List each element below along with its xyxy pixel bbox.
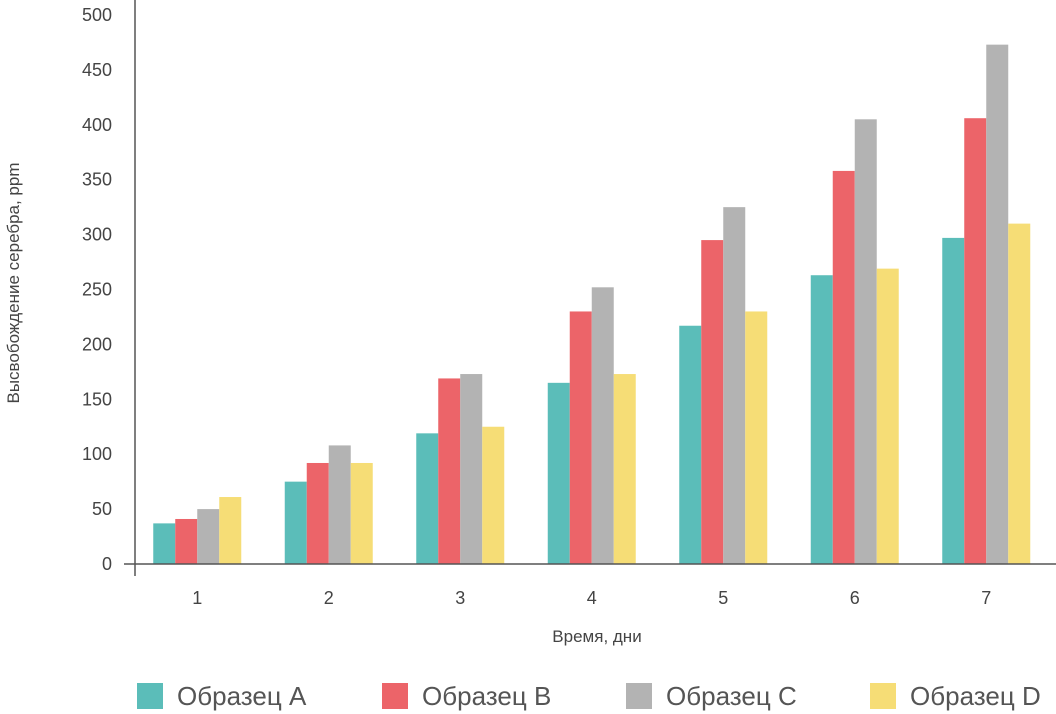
bar xyxy=(284,481,307,564)
bar xyxy=(854,119,877,564)
bar xyxy=(1008,223,1031,564)
legend-item: Образец D xyxy=(870,681,1041,711)
bar xyxy=(986,44,1009,565)
y-tick-label: 500 xyxy=(82,5,112,25)
x-tick-label: 7 xyxy=(981,588,991,608)
bar xyxy=(942,237,965,565)
bar-groups xyxy=(153,44,1031,565)
bar xyxy=(219,497,242,564)
bar xyxy=(175,518,198,564)
x-axis-title: Время, дни xyxy=(552,627,641,646)
y-tick-label: 450 xyxy=(82,60,112,80)
legend-label: Образец D xyxy=(910,681,1041,711)
y-axis-ticks: 0 50 100 150 200 250 300 350 400 450 500 xyxy=(82,5,112,574)
legend-swatch xyxy=(382,683,408,709)
y-tick-label: 0 xyxy=(102,554,112,574)
legend-item: Образец B xyxy=(382,681,551,711)
bar xyxy=(810,275,833,564)
x-axis-ticks: 1 2 3 4 5 6 7 xyxy=(192,588,991,608)
bar xyxy=(482,426,505,564)
bar xyxy=(613,374,636,564)
y-tick-label: 250 xyxy=(82,280,112,300)
x-tick-label: 4 xyxy=(587,588,597,608)
legend-item: Образец C xyxy=(626,681,797,711)
bar xyxy=(547,382,570,564)
bar xyxy=(745,311,768,564)
legend-label: Образец C xyxy=(666,681,797,711)
x-tick-label: 2 xyxy=(324,588,334,608)
y-tick-label: 100 xyxy=(82,444,112,464)
y-tick-label: 50 xyxy=(92,499,112,519)
bar xyxy=(723,207,746,564)
bar xyxy=(832,170,855,564)
y-axis-title: Высвобождение серебра, ppm xyxy=(4,163,23,404)
y-tick-label: 200 xyxy=(82,334,112,354)
legend-label: Образец B xyxy=(422,681,551,711)
legend-swatch xyxy=(870,683,896,709)
legend-swatch xyxy=(137,683,163,709)
bar xyxy=(701,240,724,564)
legend-label: Образец A xyxy=(177,681,307,711)
x-tick-label: 1 xyxy=(192,588,202,608)
legend-item: Образец A xyxy=(137,681,307,711)
bar xyxy=(964,118,987,564)
x-tick-label: 5 xyxy=(718,588,728,608)
bar xyxy=(306,462,329,564)
y-tick-label: 150 xyxy=(82,389,112,409)
bar xyxy=(328,445,351,564)
y-tick-label: 350 xyxy=(82,170,112,190)
x-tick-label: 3 xyxy=(455,588,465,608)
legend: Образец A Образец B Образец C Образец D xyxy=(137,681,1041,711)
bar xyxy=(569,311,592,564)
bar xyxy=(460,374,483,564)
bar xyxy=(876,268,899,564)
bar xyxy=(679,325,702,564)
bar xyxy=(438,378,461,564)
legend-swatch xyxy=(626,683,652,709)
bar xyxy=(153,523,176,564)
bar xyxy=(197,509,220,564)
bar xyxy=(591,287,614,564)
y-tick-label: 300 xyxy=(82,225,112,245)
bar xyxy=(416,433,439,564)
bar xyxy=(350,462,373,564)
x-tick-label: 6 xyxy=(850,588,860,608)
y-tick-label: 400 xyxy=(82,115,112,135)
